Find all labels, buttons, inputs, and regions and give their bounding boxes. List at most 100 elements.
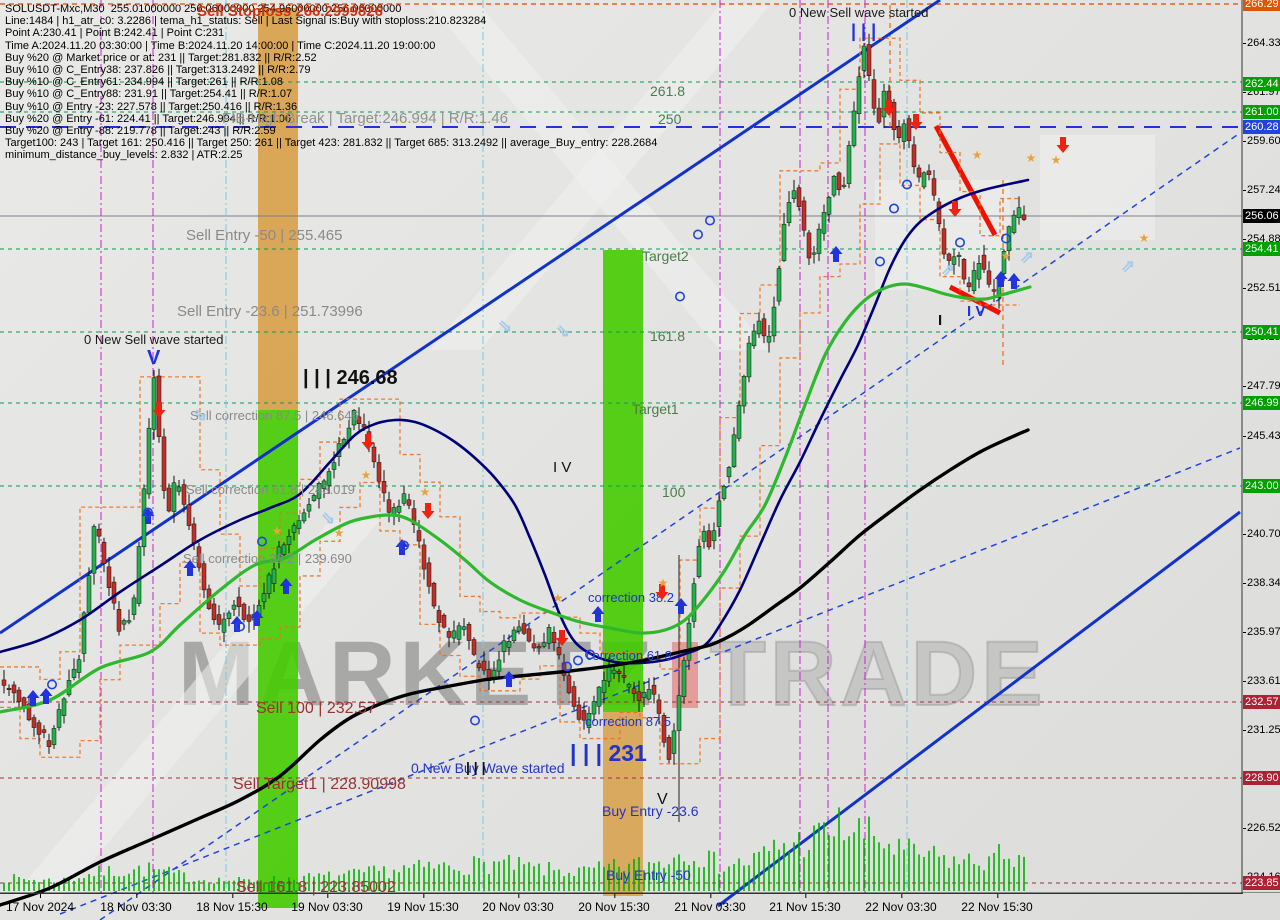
candle-body (281, 544, 287, 555)
ma-green (0, 282, 1032, 714)
candle-body (891, 101, 897, 131)
ann-i-black: I (938, 312, 943, 329)
candle-body (1006, 226, 1012, 252)
candle-body (101, 541, 107, 564)
sell-arrow-icon (948, 201, 962, 221)
ann-fib-100: 100 (662, 484, 686, 500)
sell-arrow-icon (555, 630, 569, 650)
candle-body (181, 484, 187, 505)
candle-body (896, 126, 902, 138)
buy-arrow-icon (395, 539, 409, 559)
hollow-arrow-icon: ⇗ (940, 260, 956, 280)
price-badge: 254.41 (1243, 242, 1280, 256)
trend-line[interactable] (933, 124, 998, 237)
candle-body (946, 253, 952, 261)
buy-arrow-icon (502, 671, 516, 691)
candle-body (876, 107, 882, 123)
info-line-4: Time A:2024.11.20 03:30:00 | Time B:2024… (5, 39, 436, 52)
candle-body (196, 546, 202, 568)
star-icon: ★ (1050, 153, 1062, 167)
candle-body (706, 530, 712, 548)
hollow-arrow-icon: ⇘ (497, 316, 513, 336)
candle-body (781, 223, 787, 261)
candle-body (686, 622, 692, 661)
candle-body (676, 695, 682, 731)
trend-line[interactable] (59, 447, 1241, 915)
info-line-7: Buy %10 @ C_Entry61: 234.994 || Target:2… (5, 76, 283, 89)
anchor-circle-icon (257, 535, 268, 551)
candle-body (376, 462, 382, 482)
candle-body (606, 667, 612, 682)
candle-body (661, 715, 667, 743)
candle-body (601, 679, 607, 693)
candle-body (236, 596, 242, 607)
info-line-6: Buy %10 @ C_Entry38: 237.826 || Target:3… (5, 64, 311, 77)
anchor-circle-icon (470, 714, 481, 730)
candle-body (21, 697, 27, 707)
candle-body (756, 320, 762, 335)
price-axis[interactable]: 264.33261.97259.60257.24254.88252.51250.… (1243, 0, 1280, 893)
candle-body (791, 190, 797, 199)
candle-body (611, 669, 617, 674)
trend-line[interactable] (0, 0, 941, 635)
candle-body (541, 642, 547, 647)
price-badge: 256.06 (1243, 209, 1280, 223)
candle-body (821, 212, 827, 234)
candle-body (171, 482, 177, 512)
candle-body (596, 686, 602, 707)
time-axis[interactable]: 17 Nov 2024 18 Nov 03:30 18 Nov 15:30 19 No… (0, 893, 1280, 920)
candle-body (451, 630, 457, 639)
time-tick-label: 21 Nov 15:30 (769, 894, 841, 914)
hollow-arrow-icon: ⇘ (555, 321, 571, 341)
ann-wave-iii-small: | | | (466, 759, 486, 775)
candle-body (766, 335, 772, 343)
candle-body (581, 710, 587, 721)
candle-body (426, 562, 432, 587)
star-icon: ★ (1025, 151, 1037, 165)
price-tick-label: 264.33 (1243, 37, 1280, 49)
candle-body (941, 228, 947, 255)
candle-body (71, 668, 77, 678)
info-line-8: Buy %10 @ C_Entry88: 231.91 || Target:25… (5, 88, 293, 101)
candle-body (776, 268, 782, 302)
time-tick-label: 17 Nov 2024 (5, 894, 75, 914)
moving-average-lines (0, 178, 1032, 907)
candle-body (116, 609, 122, 632)
candlestick-layer (1, 33, 1027, 765)
candle-body (811, 252, 817, 255)
sell-arrow-icon (1056, 137, 1070, 157)
ann-iv-black: I V (553, 459, 572, 476)
buy-arrow-icon (250, 610, 264, 630)
time-tick-label: 22 Nov 15:30 (961, 894, 1033, 914)
candle-body (91, 526, 97, 574)
candle-body (406, 499, 412, 506)
hollow-arrow-icon: ⇘ (320, 508, 336, 528)
candle-body (481, 660, 487, 671)
candle-body (306, 504, 312, 512)
candle-body (616, 670, 622, 675)
candle-body (26, 703, 32, 721)
candle-body (146, 427, 152, 495)
trend-line[interactable] (717, 510, 1241, 908)
candle-body (211, 603, 217, 621)
candle-body (871, 79, 877, 109)
anchor-circle-icon (585, 648, 596, 664)
star-icon: ★ (971, 148, 983, 162)
candle-body (361, 424, 367, 428)
anchor-circle-icon (47, 678, 58, 694)
info-line-3: Point A:230.41 | Point B:242.41 | Point … (5, 27, 225, 40)
candle-body (901, 123, 907, 142)
candle-body (421, 544, 427, 570)
candle-body (696, 546, 702, 577)
candle-body (436, 610, 442, 623)
buy-arrow-icon (591, 606, 605, 626)
star-icon: ★ (360, 468, 372, 482)
star-icon: ★ (1138, 231, 1150, 245)
price-badge: 243.00 (1243, 479, 1280, 493)
info-line-2: Line:1484 | h1_atr_c0: 3.2286 | tema_h1_… (5, 15, 487, 28)
candle-body (356, 416, 362, 424)
sell-arrow-icon (655, 584, 669, 604)
candle-body (326, 471, 332, 486)
price-badge: 223.85 (1243, 876, 1280, 890)
